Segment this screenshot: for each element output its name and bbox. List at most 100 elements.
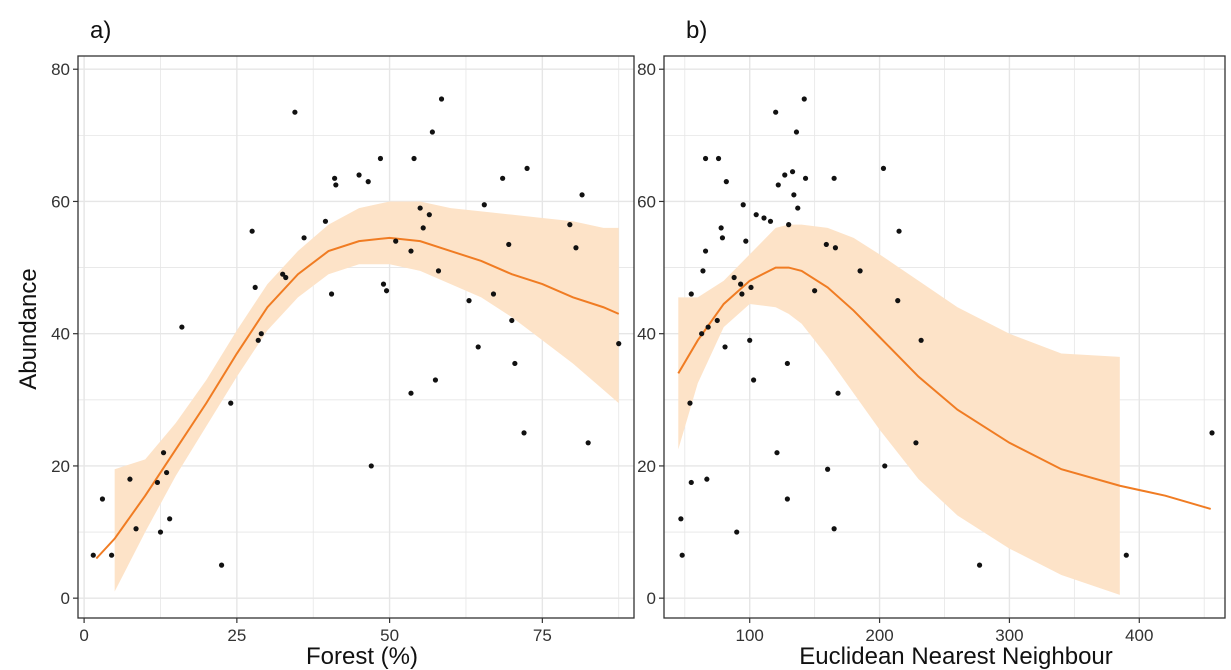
data-point bbox=[616, 341, 622, 347]
y-tick-label: 60 bbox=[637, 192, 656, 211]
data-point bbox=[521, 430, 527, 436]
confidence-ribbon bbox=[114, 201, 619, 592]
data-point bbox=[380, 281, 387, 287]
data-point bbox=[825, 466, 831, 472]
data-point bbox=[500, 175, 506, 181]
data-point bbox=[678, 516, 684, 522]
panel-b-label: b) bbox=[686, 17, 707, 44]
data-point bbox=[255, 337, 261, 343]
data-point bbox=[249, 228, 255, 234]
data-point bbox=[408, 390, 414, 396]
fit-line bbox=[677, 266, 1211, 510]
y-tick-label: 80 bbox=[51, 60, 70, 79]
data-point bbox=[573, 245, 579, 251]
x-tick-label: 400 bbox=[1125, 626, 1153, 645]
data-point bbox=[420, 225, 426, 231]
data-point bbox=[435, 268, 442, 274]
data-point bbox=[432, 377, 439, 383]
data-point bbox=[784, 496, 790, 502]
data-point bbox=[702, 248, 709, 254]
data-point bbox=[512, 360, 518, 367]
data-point bbox=[715, 155, 722, 162]
data-point bbox=[880, 165, 887, 171]
data-point bbox=[408, 248, 414, 254]
data-point bbox=[723, 179, 729, 185]
data-point bbox=[438, 96, 445, 102]
data-point bbox=[731, 274, 737, 281]
data-point bbox=[895, 298, 901, 304]
y-tick-label: 40 bbox=[637, 325, 656, 344]
data-point bbox=[773, 109, 779, 115]
data-point bbox=[417, 205, 423, 211]
data-point bbox=[154, 479, 161, 486]
data-point bbox=[322, 218, 329, 224]
data-point bbox=[734, 529, 740, 535]
data-point bbox=[490, 291, 497, 297]
data-point bbox=[218, 562, 225, 568]
data-point bbox=[506, 241, 512, 248]
data-point bbox=[167, 516, 173, 522]
data-point bbox=[786, 222, 792, 228]
data-point bbox=[823, 241, 829, 248]
data-point bbox=[753, 212, 759, 218]
data-point bbox=[791, 192, 797, 198]
data-point bbox=[835, 390, 841, 396]
panel-b-x-axis-title: Euclidean Nearest Neighbour bbox=[799, 643, 1113, 670]
y-tick-label: 80 bbox=[637, 60, 656, 79]
x-tick-label: 50 bbox=[380, 626, 399, 645]
data-point bbox=[579, 192, 585, 198]
y-tick-label: 60 bbox=[51, 192, 70, 211]
data-point bbox=[429, 129, 435, 135]
x-tick-label: 100 bbox=[736, 626, 764, 645]
data-point bbox=[179, 324, 185, 330]
data-point bbox=[585, 440, 591, 446]
data-point bbox=[228, 400, 234, 406]
data-point bbox=[688, 479, 694, 486]
data-point bbox=[383, 288, 390, 294]
data-point bbox=[722, 344, 728, 350]
data-point bbox=[475, 344, 481, 350]
data-point bbox=[699, 331, 705, 337]
data-point bbox=[976, 562, 983, 568]
data-point bbox=[831, 175, 837, 181]
panel-a-y-axis-title: Abundance bbox=[15, 268, 42, 389]
data-point bbox=[328, 291, 335, 297]
data-point bbox=[252, 284, 258, 291]
data-point bbox=[333, 182, 339, 188]
data-point bbox=[160, 450, 167, 456]
data-point bbox=[1209, 430, 1215, 436]
data-point bbox=[368, 463, 374, 469]
data-point bbox=[157, 529, 164, 535]
panel-a-label: a) bbox=[90, 17, 111, 44]
data-point bbox=[127, 476, 133, 482]
panel-a: a) Abundance Forest (%) 0 25 50 75 0 20 40 60 80 bbox=[15, 17, 635, 670]
data-point bbox=[775, 182, 781, 188]
data-point bbox=[704, 476, 710, 482]
data-point bbox=[751, 377, 757, 383]
data-point bbox=[789, 169, 796, 175]
data-point bbox=[761, 215, 767, 221]
data-point bbox=[793, 129, 800, 135]
data-point bbox=[292, 109, 298, 115]
data-point bbox=[719, 235, 726, 241]
data-point bbox=[743, 238, 749, 244]
data-point bbox=[857, 268, 863, 274]
data-point bbox=[393, 238, 399, 244]
data-point bbox=[687, 400, 693, 406]
data-point bbox=[258, 331, 264, 337]
y-tick-label: 20 bbox=[51, 457, 70, 476]
data-point bbox=[718, 225, 724, 231]
x-tick-label: 0 bbox=[79, 626, 88, 645]
panel-b: b) Euclidean Nearest Neighbour 100 200 300… bbox=[637, 17, 1226, 670]
data-point bbox=[679, 552, 685, 558]
data-point bbox=[509, 317, 515, 324]
data-point bbox=[774, 450, 780, 456]
data-point bbox=[782, 172, 788, 178]
data-point bbox=[411, 155, 417, 162]
data-point bbox=[740, 202, 746, 208]
data-point bbox=[356, 172, 362, 178]
x-tick-label: 25 bbox=[227, 626, 246, 645]
data-point bbox=[377, 155, 384, 162]
data-point bbox=[90, 552, 96, 558]
data-point bbox=[896, 228, 902, 234]
